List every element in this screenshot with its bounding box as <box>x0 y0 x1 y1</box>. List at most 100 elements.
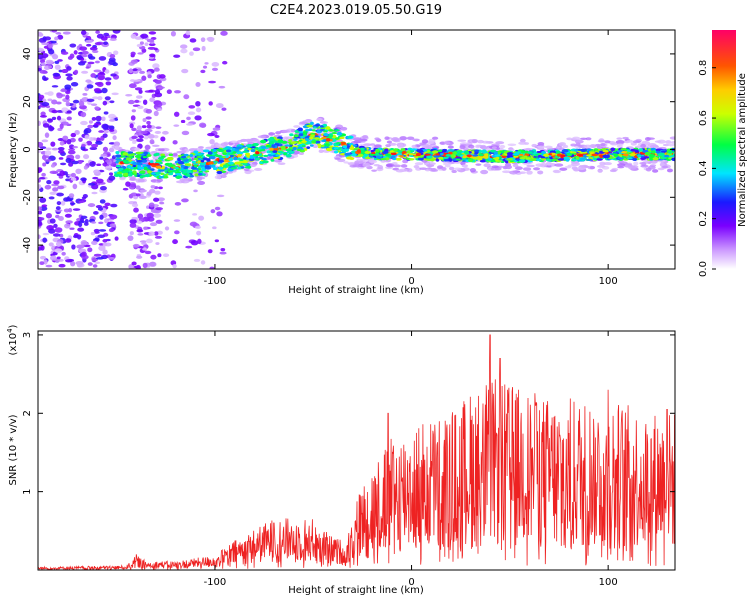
heatmap-cell <box>512 163 519 168</box>
heatmap-cell <box>109 214 118 220</box>
heatmap-cell <box>109 119 116 122</box>
heatmap-cell <box>131 216 139 220</box>
heatmap-cell <box>318 149 324 154</box>
heatmap-cell <box>76 244 85 249</box>
heatmap-cell <box>399 136 408 141</box>
heatmap-cell <box>41 172 46 177</box>
heatmap-cell <box>652 169 659 173</box>
heatmap-cell <box>137 68 142 72</box>
heatmap-cell <box>58 149 65 154</box>
heatmap-cell <box>65 94 70 100</box>
heatmap-cell <box>167 164 174 168</box>
snr-y-tick-label: 3 <box>22 332 33 338</box>
heatmap-cell <box>65 178 71 182</box>
heatmap-cell <box>56 256 61 260</box>
heatmap-cell <box>198 176 206 180</box>
heatmap-cell <box>273 156 278 160</box>
heatmap-cell <box>108 147 115 153</box>
heatmap-cell <box>399 155 404 158</box>
heatmap-cell <box>334 137 339 140</box>
heatmap-cell <box>222 152 227 155</box>
heatmap-cell <box>466 154 472 158</box>
heatmap-cell <box>93 231 100 234</box>
heatmap-cell <box>69 144 75 150</box>
heatmap-cell <box>131 109 137 113</box>
heatmap-cell <box>113 141 121 147</box>
heatmap-cell <box>450 151 458 155</box>
heatmap-cell <box>209 266 215 269</box>
heatmap-cell <box>66 66 72 71</box>
heatmap-cell <box>51 147 59 151</box>
heatmap-cell <box>54 248 63 253</box>
heatmap-cell <box>587 148 592 151</box>
heatmap-cell <box>142 99 148 105</box>
heatmap-cell <box>103 111 109 115</box>
heatmap-cell <box>144 173 150 178</box>
heatmap-cell <box>234 148 240 152</box>
heatmap-cell <box>187 111 196 115</box>
heatmap-cell <box>115 164 121 168</box>
heatmap-cell <box>207 249 213 254</box>
heatmap-cell <box>566 153 573 157</box>
heatmap-cell <box>92 96 99 100</box>
heatmap-cell <box>57 138 64 142</box>
heatmap-cell <box>38 176 46 180</box>
heatmap-cell <box>108 256 116 260</box>
heatmap-cell <box>83 154 90 160</box>
heatmap-cell <box>50 164 56 168</box>
heatmap-cell <box>442 156 449 160</box>
heatmap-cell <box>213 167 218 171</box>
heatmap-cell <box>64 213 72 218</box>
heatmap-cell <box>40 111 46 116</box>
heatmap-cell <box>108 228 115 233</box>
heatmap-cell <box>73 50 78 55</box>
heatmap-cell <box>105 81 112 86</box>
heatmap-cell <box>80 120 88 126</box>
heatmap-cell <box>526 170 533 175</box>
heatmap-cell <box>136 220 143 224</box>
colorbar-tick-label: 0.4 <box>698 160 709 176</box>
heatmap-cell <box>544 145 553 149</box>
heatmap-cell <box>136 43 143 48</box>
heatmap-cell <box>216 194 225 198</box>
heatmap-cell <box>255 151 260 155</box>
heatmap-cell <box>84 127 92 134</box>
heatmap-cell <box>84 134 90 140</box>
heatmap-cell <box>95 115 102 122</box>
heatmap-cell <box>66 110 72 114</box>
heatmap-cell <box>129 166 134 170</box>
heatmap-cell <box>49 127 55 130</box>
heatmap-cell <box>58 215 64 222</box>
heatmap-cell <box>198 173 203 176</box>
heatmap-cell <box>620 147 627 151</box>
heatmap-cell <box>154 235 162 239</box>
heatmap-cell <box>89 161 96 167</box>
heatmap-cell <box>218 157 225 160</box>
heatmap-cell <box>62 135 69 141</box>
heatmap-cell <box>160 136 166 142</box>
heatmap-cell <box>109 162 118 167</box>
heatmap-cell <box>657 167 665 171</box>
heatmap-cell <box>51 99 58 105</box>
heatmap-cell <box>78 101 85 107</box>
heatmap-cell <box>339 141 347 145</box>
heatmap-cell <box>200 37 206 42</box>
heatmap-cell <box>529 158 536 162</box>
heatmap-cell <box>286 154 292 158</box>
heatmap-cell <box>55 32 62 35</box>
heatmap-cell <box>334 150 339 154</box>
heatmap-cell <box>617 163 626 167</box>
heatmap-cell <box>369 153 376 156</box>
colorbar-tick-label: 0.2 <box>698 211 709 227</box>
heatmap-cell <box>155 159 163 163</box>
heatmap-cell <box>126 157 132 161</box>
heatmap-cell <box>593 148 599 152</box>
heatmap-cell <box>325 138 331 142</box>
heatmap-cell <box>77 160 83 165</box>
heatmap-cell <box>570 143 577 147</box>
heatmap-cell <box>247 147 252 151</box>
heatmap-cell <box>157 157 165 160</box>
heatmap-cell <box>406 150 411 154</box>
heatmap-cell <box>38 247 43 251</box>
heatmap-cell <box>41 53 49 59</box>
